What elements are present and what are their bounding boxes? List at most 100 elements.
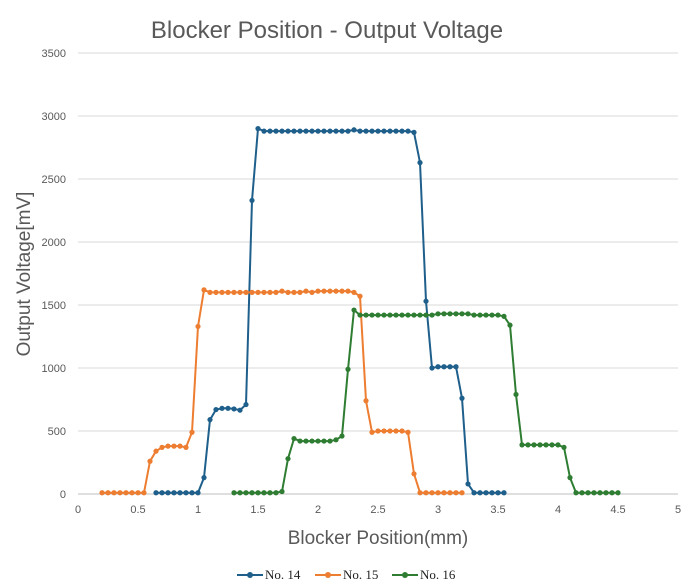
data-point — [441, 311, 447, 317]
data-point — [315, 438, 321, 444]
data-point — [243, 490, 249, 496]
x-tick-labels: 0 0.5 1 1.5 2 2.5 3 3.5 4 4.5 5 — [75, 504, 681, 516]
data-point — [489, 312, 495, 318]
data-point — [219, 405, 225, 411]
legend-label: No. 16 — [420, 567, 456, 582]
data-point — [267, 490, 273, 496]
data-point — [501, 313, 507, 319]
data-point — [153, 448, 159, 454]
data-point — [477, 490, 483, 496]
data-point — [309, 289, 315, 295]
data-point — [285, 456, 291, 462]
x-tick-label: 2.5 — [370, 504, 385, 516]
data-point — [159, 490, 165, 496]
x-tick-label: 5 — [675, 504, 681, 516]
gridlines — [78, 52, 678, 495]
data-point — [129, 490, 135, 496]
legend-marker — [325, 572, 331, 578]
series-no-16 — [231, 307, 621, 496]
data-point — [429, 312, 435, 318]
data-point — [423, 298, 429, 304]
data-point — [207, 289, 213, 295]
data-point — [273, 128, 279, 134]
data-point — [477, 312, 483, 318]
y-tick-label: 3500 — [42, 48, 66, 60]
series-line — [234, 309, 618, 494]
data-point — [435, 311, 441, 317]
data-point — [333, 128, 339, 134]
data-point — [471, 490, 477, 496]
data-point — [165, 490, 171, 496]
data-point — [255, 289, 261, 295]
data-point — [291, 128, 297, 134]
data-point — [213, 289, 219, 295]
data-point — [381, 312, 387, 318]
x-tick-label: 1.5 — [250, 504, 265, 516]
data-point — [273, 490, 279, 496]
data-point — [255, 490, 261, 496]
data-point — [489, 490, 495, 496]
x-tick-label: 2 — [315, 504, 321, 516]
y-tick-label: 2500 — [42, 174, 66, 186]
data-point — [543, 442, 549, 448]
data-point — [423, 490, 429, 496]
data-point — [345, 366, 351, 372]
data-point — [591, 490, 597, 496]
data-point — [585, 490, 591, 496]
data-point — [141, 490, 147, 496]
data-point — [183, 444, 189, 450]
data-point — [243, 401, 249, 408]
data-point — [447, 311, 453, 317]
data-point — [333, 288, 339, 294]
data-point — [357, 293, 363, 299]
data-point — [411, 471, 417, 477]
data-point — [291, 435, 297, 442]
data-point — [429, 365, 435, 371]
data-point — [201, 287, 207, 293]
data-point — [201, 475, 207, 481]
y-tick-label: 2000 — [42, 237, 66, 249]
chart-title: Blocker Position - Output Voltage — [151, 17, 503, 44]
data-point — [399, 428, 405, 434]
data-point — [117, 490, 123, 496]
data-point — [387, 312, 393, 318]
data-point — [573, 490, 579, 496]
data-point — [447, 364, 453, 370]
data-point — [447, 490, 453, 496]
data-point — [195, 490, 201, 496]
data-point — [261, 490, 267, 496]
data-point — [537, 442, 543, 448]
x-axis-title: Blocker Position(mm) — [288, 528, 469, 549]
data-point — [399, 312, 405, 318]
data-point — [321, 128, 327, 134]
data-point — [261, 289, 267, 295]
y-tick-label: 3000 — [42, 111, 66, 123]
data-point — [417, 312, 423, 318]
data-point — [315, 288, 321, 294]
data-point — [459, 311, 465, 317]
x-tick-label: 0 — [75, 504, 81, 516]
data-point — [111, 490, 117, 496]
data-point — [531, 442, 537, 448]
data-point — [231, 490, 237, 496]
data-point — [291, 289, 297, 295]
data-point — [219, 289, 225, 295]
data-point — [123, 490, 129, 496]
data-point — [303, 438, 309, 444]
data-point — [393, 312, 399, 318]
x-tick-label: 3 — [435, 504, 441, 516]
data-point — [171, 490, 177, 496]
data-point — [303, 288, 309, 294]
data-point — [339, 433, 345, 439]
data-point — [249, 197, 255, 204]
data-point — [465, 311, 471, 317]
legend: No. 14 No. 15 No. 16 — [237, 567, 456, 582]
data-point — [147, 458, 153, 464]
data-point — [609, 490, 615, 496]
data-point — [519, 442, 525, 448]
data-point — [207, 417, 213, 423]
data-point — [393, 128, 399, 134]
data-point — [441, 490, 447, 496]
data-point — [345, 288, 351, 294]
data-point — [189, 429, 195, 435]
